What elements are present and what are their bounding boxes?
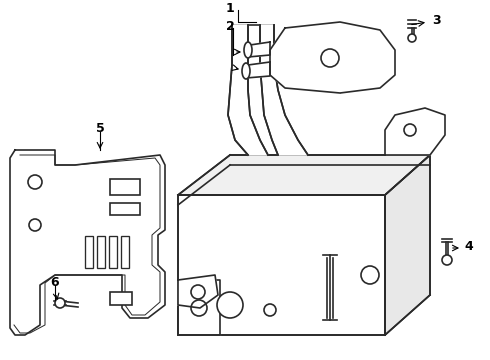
Polygon shape (178, 195, 385, 335)
Bar (110, 179, 140, 195)
Polygon shape (178, 275, 218, 308)
Circle shape (408, 34, 416, 42)
Circle shape (28, 175, 42, 189)
Bar (110, 203, 140, 215)
Polygon shape (10, 150, 165, 335)
Bar (109, 236, 117, 268)
Polygon shape (228, 25, 268, 155)
Text: 1: 1 (225, 1, 234, 14)
Circle shape (321, 49, 339, 67)
Polygon shape (178, 280, 220, 335)
Polygon shape (248, 42, 270, 57)
Text: 6: 6 (50, 275, 59, 288)
Polygon shape (178, 155, 430, 195)
Bar (110, 292, 132, 305)
Text: 5: 5 (96, 122, 104, 135)
Polygon shape (385, 108, 445, 155)
Circle shape (29, 219, 41, 231)
Text: 3: 3 (432, 13, 441, 27)
Bar (85, 236, 93, 268)
Polygon shape (260, 25, 308, 155)
Polygon shape (246, 62, 270, 78)
Circle shape (404, 124, 416, 136)
Circle shape (191, 300, 207, 316)
Circle shape (442, 255, 452, 265)
Ellipse shape (244, 42, 252, 58)
Circle shape (217, 292, 243, 318)
Circle shape (191, 285, 205, 299)
Text: 4: 4 (464, 239, 473, 252)
Ellipse shape (242, 63, 250, 79)
Bar (97, 236, 105, 268)
Circle shape (264, 304, 276, 316)
Polygon shape (270, 22, 395, 93)
Circle shape (55, 298, 65, 308)
Text: 2: 2 (225, 19, 234, 32)
Polygon shape (385, 155, 430, 335)
Circle shape (361, 266, 379, 284)
Bar (121, 236, 129, 268)
